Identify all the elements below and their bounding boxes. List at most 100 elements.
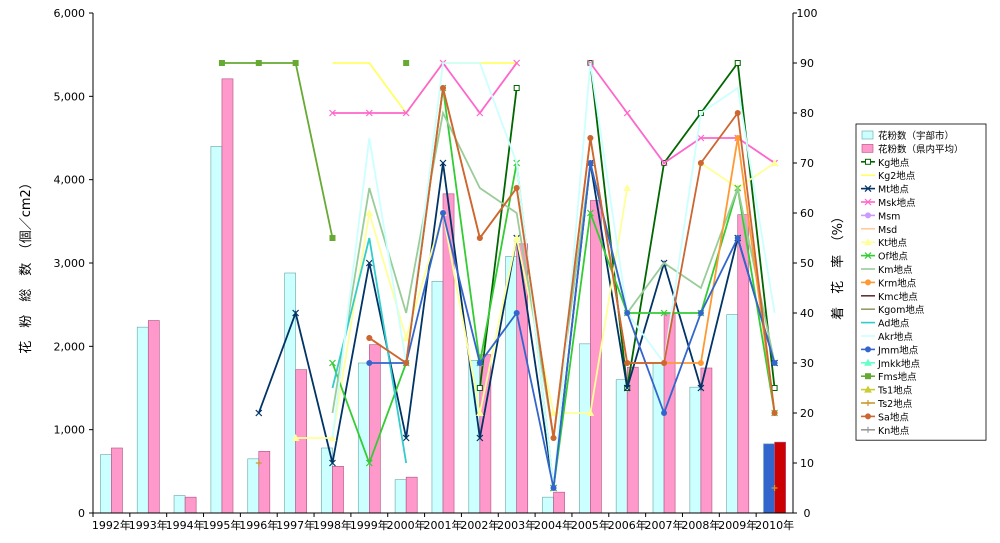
series-point (623, 109, 631, 117)
series-point (771, 485, 778, 491)
series-point (403, 360, 410, 366)
bar-ube (247, 458, 260, 514)
legend-marker (865, 346, 871, 353)
y-tick-label: 2,000 (54, 340, 86, 353)
x-tick-label: 2009年 (718, 518, 757, 532)
series-point (365, 459, 373, 467)
bar-prefecture-avg (221, 78, 234, 514)
legend-label: Ts2地点 (877, 398, 913, 410)
legend-label: Kn地点 (878, 425, 910, 437)
legend-label: Kgom地点 (878, 304, 925, 316)
series-point (770, 158, 779, 166)
x-tick-label: 1993年 (129, 518, 168, 532)
x-tick-label: 1992年 (92, 518, 131, 532)
legend-marker (865, 400, 871, 406)
y2-tick-label: 100 (797, 7, 818, 20)
series-point (697, 310, 704, 316)
series-point (329, 109, 336, 117)
bar-ube (726, 314, 739, 514)
bar-ube (173, 495, 186, 514)
legend-marker (864, 198, 872, 206)
series-point (402, 434, 410, 442)
bar-prefecture-avg (147, 320, 160, 514)
x-tick-label: 1994年 (166, 518, 205, 532)
bar-prefecture-avg (369, 344, 381, 514)
bar-ube (689, 386, 702, 514)
bar-prefecture-avg (295, 369, 307, 514)
x-tick-label: 2003年 (497, 518, 536, 532)
x-tick-label: 2002年 (460, 518, 499, 532)
line-series (329, 59, 779, 167)
series-point (734, 135, 741, 141)
bar-ube (210, 146, 223, 514)
series-line (295, 187, 629, 439)
series-line (332, 61, 518, 115)
bar-prefecture-avg (184, 496, 197, 514)
y-tick-label: 1,000 (54, 424, 86, 437)
y2-tick-label: 90 (800, 57, 814, 70)
legend-swatch (861, 130, 874, 140)
y2-tick-label: 0 (804, 507, 811, 520)
x-tick-label: 2000年 (387, 518, 426, 532)
x-tick-label: 2001年 (424, 518, 463, 532)
legend-label: Km地点 (878, 264, 913, 276)
series-point (697, 384, 705, 392)
legend-marker (864, 358, 872, 366)
series-point (624, 360, 631, 366)
series-point (549, 408, 558, 416)
y-tick-label: 6,000 (54, 7, 86, 20)
line-series (255, 460, 778, 491)
series-point (365, 208, 374, 216)
legend-label: Msm (878, 211, 900, 222)
series-point (660, 309, 668, 317)
x-tick-label: 2007年 (645, 518, 684, 532)
series-point (734, 110, 741, 116)
line-series (218, 60, 410, 241)
legend-marker (865, 279, 871, 286)
legend-label: Sa地点 (878, 411, 909, 423)
series-point (661, 360, 668, 366)
series-point (697, 134, 705, 142)
y2-tick-label: 80 (800, 107, 814, 120)
series-point (734, 235, 741, 241)
legend-marker (865, 212, 871, 219)
x-tick-label: 2006年 (608, 518, 647, 532)
bar-ube (763, 443, 775, 514)
y2-tick-label: 10 (800, 457, 814, 470)
bar-ube (542, 496, 554, 514)
legend-label: Msk地点 (878, 197, 916, 209)
legend-label: Msd (878, 225, 897, 236)
bar-ube (579, 343, 591, 514)
series-point (771, 385, 778, 391)
legend-label: Krm地点 (878, 277, 917, 289)
series-point (440, 85, 446, 91)
series-point (329, 235, 336, 241)
legend-label: Kt地点 (878, 237, 907, 249)
x-tick-label: 2010年 (755, 518, 794, 532)
y2-tick-label: 40 (800, 307, 814, 320)
series-point (697, 360, 704, 366)
series-point (623, 384, 631, 392)
bar-ube (100, 454, 112, 514)
series-point (255, 409, 263, 417)
series-point (512, 233, 521, 241)
legend-marker (865, 413, 871, 420)
legend-label: Kmc地点 (878, 291, 918, 303)
series-point (476, 434, 484, 442)
legend-label: Jmkk地点 (877, 358, 921, 370)
legend-label: 花粉数（県内平均） (878, 143, 964, 155)
y2-tick-label: 70 (800, 157, 814, 170)
bar-ube (505, 256, 517, 514)
bar-prefecture-avg (258, 451, 271, 514)
series-point (586, 408, 595, 416)
series-point (513, 59, 521, 67)
series-point (440, 210, 446, 216)
series-point (513, 185, 520, 191)
y-axis-title: 花 粉 総 数 （個／cm2） (18, 176, 34, 354)
x-tick-label: 2005年 (571, 518, 610, 532)
series-point (624, 310, 631, 316)
series-line (369, 162, 776, 489)
series-point (402, 333, 411, 341)
series-point (291, 433, 300, 441)
